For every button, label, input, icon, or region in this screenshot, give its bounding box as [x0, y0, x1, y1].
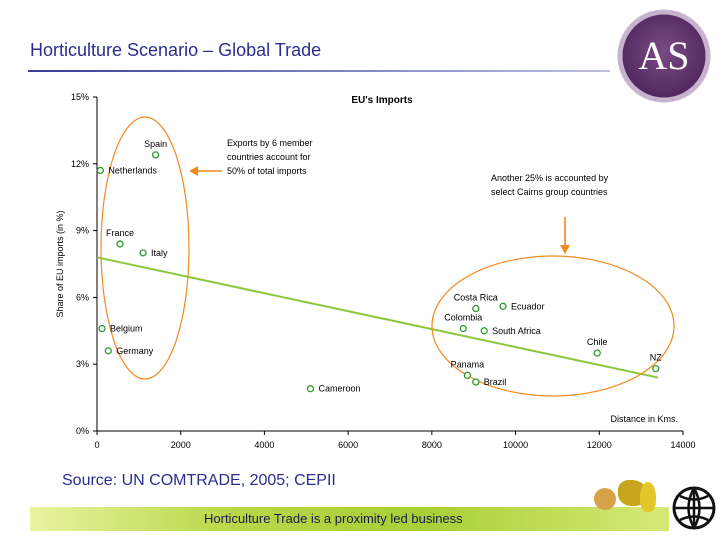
data-point: [499, 302, 507, 310]
data-point: [306, 385, 315, 393]
data-point-label: Germany: [116, 346, 154, 356]
data-point-label: Cameroon: [318, 384, 360, 394]
data-point: [151, 151, 160, 159]
annotation-text-exports: 50% of total imports: [227, 166, 307, 176]
data-point: [96, 166, 104, 175]
y-tick-label: 15%: [71, 92, 89, 102]
data-point-label: Colombia: [444, 313, 482, 323]
fruit-decoration-icon: [594, 488, 616, 510]
data-point: [652, 365, 660, 373]
europe-group-ellipse: [100, 116, 190, 380]
data-point: [472, 304, 480, 313]
data-point: [104, 347, 112, 355]
eu-imports-chart: EU's Imports 0% 3% 6% 9% 12% 15% 0 2000 4000 6000 8…: [55, 92, 696, 450]
x-tick-label: 12000: [587, 440, 612, 450]
data-point: [463, 371, 472, 379]
footer-banner-text: Horticulture Trade is a proximity led bu…: [204, 511, 463, 526]
x-tick-label: 0: [94, 440, 99, 450]
data-point-label: South Africa: [492, 326, 541, 336]
y-axis-label: Share of EU imports (in %): [55, 210, 65, 317]
annotation-text-exports: Exports by 6 member: [227, 138, 313, 148]
data-point-label: Costa Rica: [454, 293, 498, 303]
annotation-text-exports: countries account for: [227, 152, 311, 162]
y-tick-label: 12%: [71, 159, 89, 169]
x-axis-label: Distance in Kms.: [610, 414, 678, 424]
cairns-group-ellipse: [431, 255, 675, 397]
data-point-label: Chile: [587, 337, 608, 347]
data-point: [116, 240, 124, 248]
y-tick-label: 9%: [76, 226, 89, 236]
data-point-label: Spain: [144, 139, 167, 149]
world-bank-logo-icon: [669, 483, 719, 533]
annotation-arrowhead-cairns: [560, 245, 570, 254]
x-tick-label: 4000: [254, 440, 274, 450]
x-tick-label: 14000: [670, 440, 695, 450]
data-point: [98, 324, 106, 333]
y-tick-label: 3%: [76, 359, 89, 369]
data-point-label: Ecuador: [511, 301, 545, 311]
annotation-text-cairns: select Cairns group countries: [491, 187, 608, 197]
as-logo-icon: AS: [617, 9, 711, 103]
annotation-text-cairns: Another 25% is accounted by: [491, 173, 609, 183]
data-point-label: Netherlands: [108, 165, 157, 175]
data-point-label: Belgium: [110, 324, 143, 334]
svg-text:AS: AS: [638, 33, 689, 78]
data-point-label: Brazil: [484, 377, 507, 387]
x-tick-label: 8000: [422, 440, 442, 450]
data-point: [139, 249, 147, 257]
chart-title: EU's Imports: [351, 95, 413, 106]
x-tick-label: 6000: [338, 440, 358, 450]
title-rule: [28, 70, 610, 72]
y-tick-label: 0%: [76, 426, 89, 436]
data-point: [472, 378, 480, 386]
source-note: Source: UN COMTRADE, 2005; CEPII: [62, 472, 336, 489]
data-point: [480, 327, 488, 335]
data-point-label: France: [106, 228, 134, 238]
slide-title: Horticulture Scenario – Global Trade: [30, 40, 322, 60]
x-tick-label: 2000: [171, 440, 191, 450]
data-point: [459, 324, 467, 333]
y-tick-label: 6%: [76, 292, 89, 302]
data-point-label: NZ: [650, 353, 662, 363]
data-point: [593, 349, 601, 357]
data-point-label: Italy: [151, 248, 168, 258]
footer-banner: [30, 507, 680, 531]
trend-line: [96, 256, 659, 379]
annotation-arrowhead-exports: [189, 166, 198, 176]
x-tick-label: 10000: [503, 440, 528, 450]
fruit-decoration-icon: [640, 482, 656, 512]
data-point-label: Panama: [451, 359, 485, 369]
